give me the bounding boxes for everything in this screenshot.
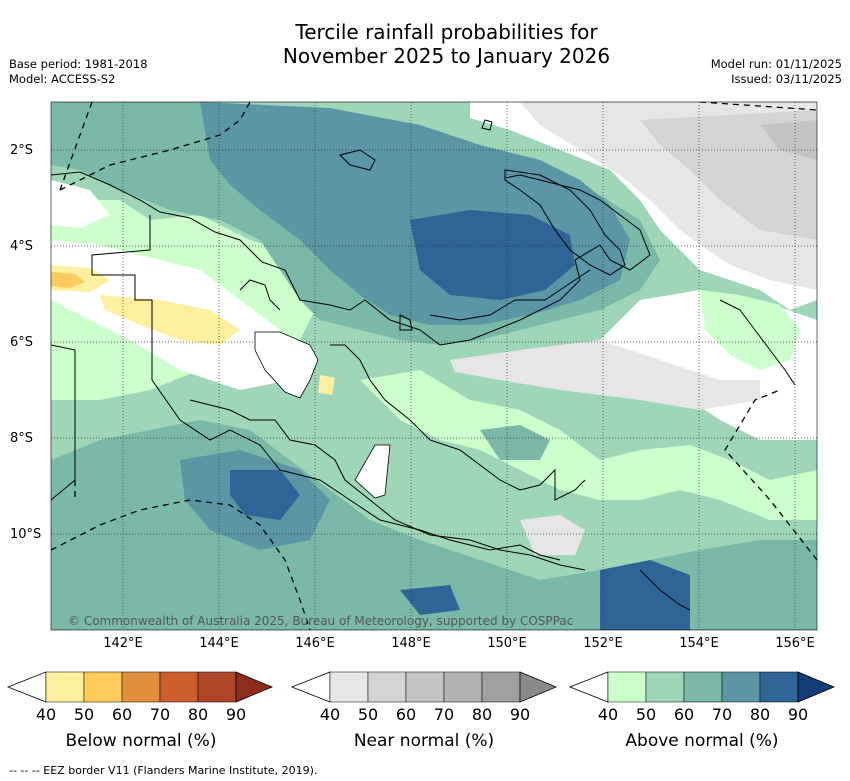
eez-borders bbox=[51, 102, 817, 630]
above-tick: 40 bbox=[597, 705, 619, 724]
field-darkblue-s bbox=[400, 585, 460, 615]
lon-label-146e: 146°E bbox=[295, 636, 335, 651]
map-frame bbox=[50, 101, 818, 631]
colorbar-near bbox=[290, 671, 558, 703]
field-darkblue-sw bbox=[230, 470, 300, 520]
above-tick: 50 bbox=[635, 705, 657, 724]
near-tick: 90 bbox=[509, 705, 531, 724]
field-green-s bbox=[360, 370, 817, 520]
field-grey-e bbox=[450, 340, 760, 410]
lon-label-150e: 150°E bbox=[487, 636, 527, 651]
below-tick: 90 bbox=[225, 705, 247, 724]
model-run: Model run: 01/11/2025 bbox=[710, 57, 842, 71]
field-grey-ne-dark bbox=[640, 110, 817, 240]
map-title: Tercile rainfall probabilities for Novem… bbox=[0, 20, 850, 68]
lon-label-152e: 152°E bbox=[583, 636, 623, 651]
legend-above-label: Above normal (%) bbox=[625, 731, 779, 751]
above-tick: 70 bbox=[711, 705, 733, 724]
lat-label-10s: 10°S bbox=[10, 527, 42, 542]
legend-below-label: Below normal (%) bbox=[65, 731, 217, 751]
lon-label-154e: 154°E bbox=[679, 636, 719, 651]
issued-date: Issued: 03/11/2025 bbox=[731, 72, 842, 86]
eez-footnote: -- -- -- EEZ border V11 (Flanders Marine… bbox=[9, 764, 318, 777]
lon-label-144e: 144°E bbox=[199, 636, 239, 651]
model-name: Model: ACCESS-S2 bbox=[9, 72, 116, 86]
below-tick: 40 bbox=[35, 705, 57, 724]
field-teal-mid bbox=[480, 425, 550, 460]
below-tick: 70 bbox=[149, 705, 171, 724]
field-yellow-2 bbox=[100, 295, 240, 345]
near-tick: 50 bbox=[357, 705, 379, 724]
near-tick: 70 bbox=[433, 705, 455, 724]
lat-label-6s: 6°S bbox=[10, 335, 34, 350]
map-field bbox=[51, 102, 817, 630]
coastlines bbox=[51, 119, 796, 611]
base-period: Base period: 1981-2018 bbox=[9, 57, 148, 71]
colorbar-below bbox=[6, 671, 274, 703]
title-line-2: November 2025 to January 2026 bbox=[282, 44, 611, 68]
field-grey-s bbox=[520, 515, 585, 555]
field-grey-ne-darker bbox=[760, 120, 817, 160]
below-tick: 80 bbox=[187, 705, 209, 724]
graticule bbox=[51, 102, 817, 630]
below-tick: 60 bbox=[111, 705, 133, 724]
near-tick: 40 bbox=[319, 705, 341, 724]
legend-near-label: Near normal (%) bbox=[353, 731, 495, 751]
field-orange-1 bbox=[51, 272, 85, 288]
field-white-nw bbox=[51, 180, 110, 228]
lon-label-156e: 156°E bbox=[775, 636, 815, 651]
meta-left: Base period: 1981-2018 Model: ACCESS-S2 bbox=[9, 57, 148, 87]
field-green-newireland bbox=[700, 290, 800, 370]
lon-label-142e: 142°E bbox=[103, 636, 143, 651]
title-line-1: Tercile rainfall probabilities for bbox=[295, 20, 598, 44]
above-tick: 60 bbox=[673, 705, 695, 724]
meta-right: Model run: 01/11/2025 Issued: 03/11/2025 bbox=[711, 57, 842, 87]
near-tick: 60 bbox=[395, 705, 417, 724]
province-borders bbox=[254, 331, 391, 499]
above-tick: 90 bbox=[787, 705, 809, 724]
colorbar-above bbox=[568, 671, 836, 703]
lat-label-4s: 4°S bbox=[10, 239, 34, 254]
copyright-notice: © Commonwealth of Australia 2025, Bureau… bbox=[68, 614, 574, 628]
field-darkblue-n bbox=[410, 210, 575, 300]
lon-label-148e: 148°E bbox=[391, 636, 431, 651]
above-tick: 80 bbox=[749, 705, 771, 724]
near-tick: 80 bbox=[471, 705, 493, 724]
field-darkblue-se bbox=[600, 560, 690, 630]
lat-label-2s: 2°S bbox=[10, 143, 34, 158]
field-yellow-3 bbox=[318, 375, 335, 395]
below-tick: 50 bbox=[73, 705, 95, 724]
lat-label-8s: 8°S bbox=[10, 431, 34, 446]
